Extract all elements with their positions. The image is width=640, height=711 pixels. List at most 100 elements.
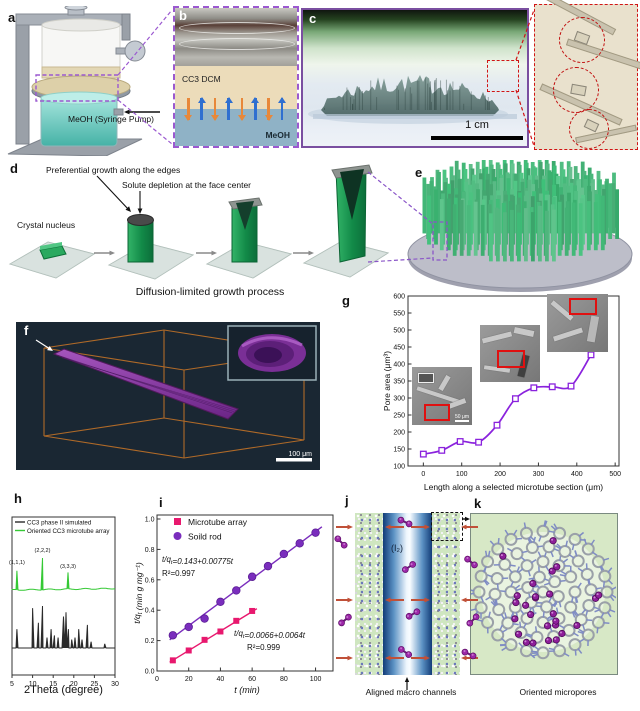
macro-channel xyxy=(383,513,432,675)
annotation-edges: Preferential growth along the edges xyxy=(46,165,181,175)
pore-highlight-box xyxy=(569,298,597,315)
xrd-chart: 5 10 15 20 25 30 CC3 phase II simulatedOriente… xyxy=(9,516,119,696)
svg-text:t/qt (min g mg⁻¹): t/qt (min g mg⁻¹) xyxy=(132,562,144,624)
pore-highlight-box xyxy=(424,404,450,421)
cc3-dcm-label: CC3 DCM xyxy=(182,74,221,84)
highlight-circle xyxy=(553,67,599,113)
panel-c-photo: 1 cm xyxy=(301,8,529,148)
svg-text:CC3 phase II simulated: CC3 phase II simulated xyxy=(27,520,92,527)
svg-text:200: 200 xyxy=(393,430,405,437)
svg-text:Microtube array: Microtube array xyxy=(188,517,248,527)
svg-text:100: 100 xyxy=(310,676,322,683)
svg-text:0: 0 xyxy=(421,471,425,478)
svg-text:300: 300 xyxy=(533,471,545,478)
panel-h-letter: h xyxy=(14,491,22,506)
dcm-down-arrow-icon xyxy=(211,98,219,121)
dcm-down-arrow-icon xyxy=(265,98,272,121)
svg-text:20: 20 xyxy=(185,676,193,683)
growth-stages-drawing xyxy=(8,164,390,280)
tomography-drawing xyxy=(16,322,320,470)
panel-h-chart: 5 10 15 20 25 30 CC3 phase II simulated Oriente… xyxy=(0,490,150,711)
svg-text:200: 200 xyxy=(494,471,506,478)
scalebar xyxy=(431,136,523,140)
micropore-box xyxy=(470,513,618,675)
panel-k-letter: k xyxy=(474,496,482,511)
svg-text:500: 500 xyxy=(609,471,621,478)
svg-text:t (min): t (min) xyxy=(234,685,260,695)
meoh-label: MeOH xyxy=(265,130,290,140)
scalebar-label: 100 μm xyxy=(288,451,313,458)
svg-text:450: 450 xyxy=(393,345,405,352)
svg-text:(2,2,2): (2,2,2) xyxy=(35,548,51,554)
i2-molecules-arrows xyxy=(334,516,480,690)
sem-inset-3 xyxy=(547,294,608,352)
svg-text:0.4: 0.4 xyxy=(145,608,155,615)
svg-text:80: 80 xyxy=(280,676,288,683)
panel-i-letter: i xyxy=(159,495,163,510)
dish-rim xyxy=(179,22,295,34)
panel-i-chart: 0.0 0.2 0.4 0.6 0.8 1.0 0 20 40 60 80 100 Microtube … xyxy=(130,490,345,711)
highlight-circle xyxy=(569,109,609,149)
panel-d-letter: d xyxy=(10,161,18,176)
svg-text:500: 500 xyxy=(393,328,405,335)
panel-c-letter: c xyxy=(309,11,317,26)
meoh-up-arrow-icon xyxy=(251,97,259,120)
meoh-pump-label: MeOH (Syringe Pump) xyxy=(68,114,154,124)
svg-text:100: 100 xyxy=(393,464,405,471)
svg-text:40: 40 xyxy=(217,676,225,683)
svg-text:25: 25 xyxy=(91,681,99,688)
meoh-up-arrow-icon xyxy=(224,97,232,120)
svg-text:30: 30 xyxy=(111,681,119,688)
svg-text:Pore area (μm³): Pore area (μm³) xyxy=(382,351,392,411)
panel-k-caption: Oriented micropores xyxy=(519,687,597,697)
pore-highlight-box xyxy=(497,350,525,368)
zoom-region-box xyxy=(431,512,463,541)
svg-text:(1,1,1): (1,1,1) xyxy=(9,560,25,566)
svg-text:150: 150 xyxy=(393,447,405,454)
svg-text:600: 600 xyxy=(393,294,405,301)
svg-text:Soild rod: Soild rod xyxy=(188,532,222,542)
petri-dish-photo xyxy=(175,8,297,66)
sem-scalebar: 50 μm xyxy=(455,414,469,422)
svg-text:15: 15 xyxy=(49,681,57,688)
svg-text:0.2: 0.2 xyxy=(145,638,155,645)
meoh-zone xyxy=(175,109,297,146)
adsorption-kinetics-chart: 0.0 0.2 0.4 0.6 0.8 1.0 0 20 40 60 80 100 Microtube … xyxy=(132,514,334,695)
panel-g-chart: 100 150 200 250 300 350 400 450 500 550 600 0 100 200… xyxy=(336,288,640,496)
svg-text:0.8: 0.8 xyxy=(145,547,155,554)
svg-text:0.0: 0.0 xyxy=(145,669,155,676)
svg-text:Length along a selected microt: Length along a selected microtube sectio… xyxy=(424,482,603,492)
panel-d-caption: Diffusion-limited growth process xyxy=(135,286,285,298)
pillar-array-drawing xyxy=(407,160,633,292)
annotation-face-center: Solute depletion at the face center xyxy=(122,180,252,190)
panel-a-letter: a xyxy=(8,10,16,25)
svg-text:Oriented CC3 microtube array: Oriented CC3 microtube array xyxy=(27,528,110,535)
crystal-array-photo xyxy=(308,75,517,124)
svg-text:400: 400 xyxy=(571,471,583,478)
panel-f-letter: f xyxy=(24,323,29,338)
svg-text:60: 60 xyxy=(248,676,256,683)
svg-text:0.6: 0.6 xyxy=(145,577,155,584)
dcm-down-arrow-icon xyxy=(184,98,192,121)
dcm-down-arrow-icon xyxy=(238,98,246,121)
panel-k-micropores xyxy=(468,490,640,711)
svg-text:100: 100 xyxy=(456,471,468,478)
crystal-wall-left xyxy=(355,513,383,675)
panel-b-inset: CC3 DCM MeOH xyxy=(173,6,299,148)
svg-text:250: 250 xyxy=(393,413,405,420)
svg-text:300: 300 xyxy=(393,396,405,403)
panel-f-tomography: 100 μm xyxy=(14,318,322,472)
svg-text:400: 400 xyxy=(393,362,405,369)
panel-g-letter: g xyxy=(342,293,350,308)
svg-text:550: 550 xyxy=(393,311,405,318)
svg-text:0: 0 xyxy=(155,676,159,683)
scalebar-label: 1 cm xyxy=(465,119,489,131)
svg-text:R²=0.997: R²=0.997 xyxy=(162,569,196,578)
panel-c-magnified-inset xyxy=(534,0,640,150)
svg-text:2Theta (degree): 2Theta (degree) xyxy=(24,684,103,696)
sem-inset-2 xyxy=(480,325,540,382)
svg-text:t/qt=0.143+0.00775t: t/qt=0.143+0.00775t xyxy=(162,555,234,566)
panel-e-letter: e xyxy=(415,165,423,180)
meoh-up-arrow-icon xyxy=(278,97,286,120)
